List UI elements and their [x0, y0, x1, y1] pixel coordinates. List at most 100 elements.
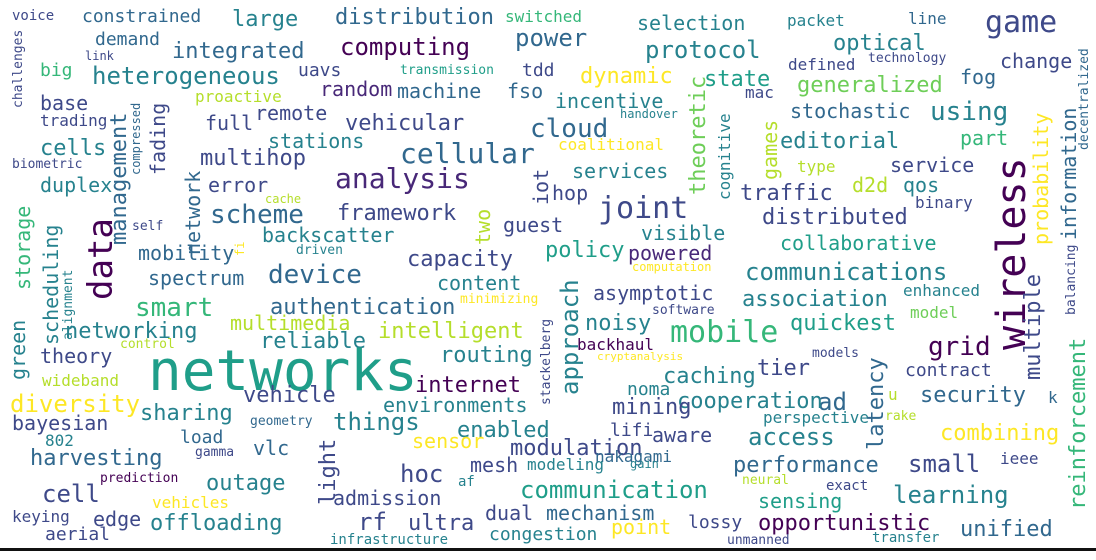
word: nakagami: [595, 447, 672, 466]
word: uavs: [298, 60, 341, 81]
word: mechanism: [546, 501, 654, 525]
word: full: [205, 111, 253, 135]
word: environments: [383, 393, 528, 417]
word: fog: [960, 65, 996, 89]
word: joint: [598, 191, 688, 226]
word: reliable: [260, 329, 366, 354]
word: ultra: [408, 511, 474, 536]
word: cache: [265, 192, 301, 206]
word: intelligent: [378, 319, 524, 344]
word: reinforcement: [1066, 338, 1091, 510]
word: heterogeneous: [92, 62, 280, 90]
word: scheme: [210, 200, 304, 230]
word: storage: [11, 206, 35, 290]
word: internet: [415, 373, 521, 398]
word: enabled: [457, 418, 550, 443]
word: switched: [505, 7, 582, 26]
word: stochastic: [790, 99, 910, 123]
word: alignment: [61, 270, 76, 340]
word: coalitional: [558, 135, 664, 154]
word: rf: [358, 508, 387, 536]
word: vlc: [253, 436, 289, 460]
word: computation: [632, 260, 711, 274]
word: type: [797, 157, 836, 176]
word: load: [180, 427, 223, 448]
word: fso: [507, 79, 543, 103]
word: exact: [826, 478, 868, 494]
word: binary: [915, 193, 973, 212]
word: analysis: [335, 162, 470, 195]
word: backscatter: [262, 223, 394, 247]
word: d2d: [852, 173, 888, 197]
word: neural: [742, 473, 789, 488]
word: management: [107, 113, 132, 245]
word: mobile: [670, 315, 778, 350]
word: vehicle: [243, 383, 336, 408]
word: generalized: [797, 73, 943, 98]
word: asymptotic: [593, 281, 713, 305]
word: quickest: [790, 311, 896, 336]
word: learning: [893, 481, 1009, 509]
word: approach: [556, 279, 584, 395]
word: framework: [337, 201, 456, 226]
word: games: [758, 120, 782, 180]
word: selection: [637, 11, 745, 35]
word: qos: [903, 173, 939, 197]
word: networks: [148, 339, 418, 404]
word: minimizing: [460, 292, 538, 307]
word: hop: [552, 181, 588, 205]
word: technology: [868, 51, 946, 66]
word: grid: [928, 332, 991, 362]
word: cognitive: [715, 113, 734, 200]
word: admission: [333, 486, 441, 510]
word: noisy: [585, 311, 651, 336]
word: base: [40, 91, 88, 115]
word: distributed: [762, 205, 908, 230]
word: sensing: [758, 489, 842, 513]
word: part: [960, 126, 1008, 150]
word: game: [985, 5, 1057, 40]
word: capacity: [407, 247, 513, 272]
word: congestion: [489, 524, 597, 545]
word: packet: [787, 11, 845, 30]
word: opportunistic: [758, 511, 930, 536]
word: trading: [40, 111, 107, 130]
word: aware: [652, 423, 712, 447]
word: 802: [45, 431, 74, 450]
word: guest: [503, 213, 563, 237]
word: mac: [745, 83, 774, 102]
background: [0, 0, 1096, 548]
word: geometry: [250, 414, 313, 429]
word: authentication: [270, 295, 455, 320]
word: cooperation: [677, 389, 823, 414]
word: biometric: [12, 157, 82, 172]
word: lossy: [688, 512, 742, 533]
word: sensor: [412, 429, 484, 453]
word: cells: [40, 136, 106, 161]
word: duplex: [40, 173, 112, 197]
word: modeling: [527, 455, 604, 474]
word: sharing: [140, 401, 233, 426]
word: unified: [960, 517, 1053, 542]
word: combining: [940, 421, 1059, 446]
word: distribution: [335, 5, 494, 30]
word: incentive: [555, 89, 663, 113]
word: caching: [663, 364, 756, 389]
word: self: [132, 219, 163, 234]
word: bayesian: [12, 411, 108, 435]
word: tdd: [522, 60, 555, 81]
word: balancing: [1064, 245, 1079, 315]
word: wideband: [42, 371, 119, 390]
word: light: [316, 439, 341, 505]
word: optical: [833, 31, 926, 56]
word: networking: [65, 319, 197, 344]
word: cloud: [530, 114, 608, 144]
word: services: [572, 159, 668, 183]
word: aerial: [45, 524, 110, 545]
word: lifi: [610, 420, 653, 441]
word: editorial: [780, 129, 899, 154]
word: spectrum: [148, 266, 244, 290]
word: gamma: [195, 445, 234, 460]
word: mobility: [138, 241, 234, 265]
word: powered: [628, 241, 712, 265]
